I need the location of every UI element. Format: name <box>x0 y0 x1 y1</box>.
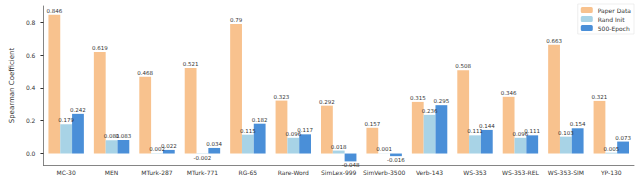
svg-text:0.242: 0.242 <box>70 107 86 113</box>
svg-text:MTurk-771: MTurk-771 <box>187 169 218 176</box>
svg-text:0.846: 0.846 <box>46 8 62 14</box>
svg-text:0.508: 0.508 <box>455 63 471 69</box>
svg-text:Spearman Coefficient: Spearman Coefficient <box>8 47 16 123</box>
svg-text:0.0: 0.0 <box>26 150 36 157</box>
svg-text:0.001: 0.001 <box>376 146 392 152</box>
svg-text:MC-30: MC-30 <box>57 169 76 176</box>
svg-text:0.117: 0.117 <box>297 127 313 133</box>
svg-text:0.083: 0.083 <box>116 133 132 139</box>
svg-text:0.157: 0.157 <box>364 121 380 127</box>
svg-text:MEN: MEN <box>105 169 118 176</box>
svg-text:-0.002: -0.002 <box>194 155 212 161</box>
svg-text:YP-130: YP-130 <box>600 169 622 176</box>
svg-text:WS-353: WS-353 <box>463 169 487 176</box>
svg-text:0.619: 0.619 <box>92 45 108 51</box>
svg-text:0.115: 0.115 <box>240 128 256 134</box>
svg-text:0.468: 0.468 <box>137 70 153 76</box>
svg-text:0.096: 0.096 <box>512 130 529 137</box>
svg-text:0.096: 0.096 <box>285 130 302 137</box>
svg-text:500-Epoch: 500-Epoch <box>598 25 630 33</box>
svg-text:WS-353-REL: WS-353-REL <box>502 169 539 176</box>
svg-text:0.154: 0.154 <box>570 121 586 127</box>
svg-text:0.663: 0.663 <box>546 38 562 44</box>
svg-text:WS-353-SIM: WS-353-SIM <box>548 169 584 176</box>
svg-text:0.521: 0.521 <box>183 61 199 67</box>
svg-text:SimVerb-3500: SimVerb-3500 <box>363 169 406 176</box>
svg-text:-0.016: -0.016 <box>387 157 405 163</box>
svg-text:0.002: 0.002 <box>149 146 165 153</box>
svg-text:SimLex-999: SimLex-999 <box>321 169 356 176</box>
svg-text:0.292: 0.292 <box>319 99 335 105</box>
svg-text:0.182: 0.182 <box>252 117 268 123</box>
svg-text:0.179: 0.179 <box>58 117 74 123</box>
svg-text:0.005: 0.005 <box>603 146 619 152</box>
svg-text:0.018: 0.018 <box>331 144 347 150</box>
svg-text:0.144: 0.144 <box>479 123 495 129</box>
svg-text:Verb-143: Verb-143 <box>416 169 443 176</box>
svg-text:0.081: 0.081 <box>103 133 120 140</box>
svg-text:0.034: 0.034 <box>206 141 222 147</box>
svg-text:0.323: 0.323 <box>274 94 290 100</box>
svg-text:0.111: 0.111 <box>524 128 540 134</box>
svg-text:0.4: 0.4 <box>26 84 36 91</box>
svg-text:-0.048: -0.048 <box>342 162 360 168</box>
svg-text:0.79: 0.79 <box>230 17 243 23</box>
svg-text:0.103: 0.103 <box>558 130 574 136</box>
svg-text:RG-65: RG-65 <box>239 169 258 176</box>
svg-text:0.321: 0.321 <box>592 94 608 100</box>
svg-text:0.346: 0.346 <box>501 90 517 96</box>
svg-text:MTurk-287: MTurk-287 <box>141 169 172 176</box>
svg-text:0.236: 0.236 <box>422 108 438 114</box>
svg-text:0.073: 0.073 <box>615 135 631 141</box>
svg-text:0.295: 0.295 <box>434 98 450 104</box>
svg-text:0.6: 0.6 <box>26 52 36 59</box>
svg-text:0.2: 0.2 <box>26 117 36 124</box>
svg-text:0.315: 0.315 <box>410 95 426 101</box>
svg-text:Paper Data: Paper Data <box>598 7 632 15</box>
svg-text:0.022: 0.022 <box>161 143 177 149</box>
svg-text:Rand Init: Rand Init <box>598 16 625 23</box>
svg-text:0.8: 0.8 <box>26 19 36 26</box>
svg-text:0.111: 0.111 <box>467 128 483 134</box>
svg-text:Rare-Word: Rare-Word <box>278 169 309 176</box>
